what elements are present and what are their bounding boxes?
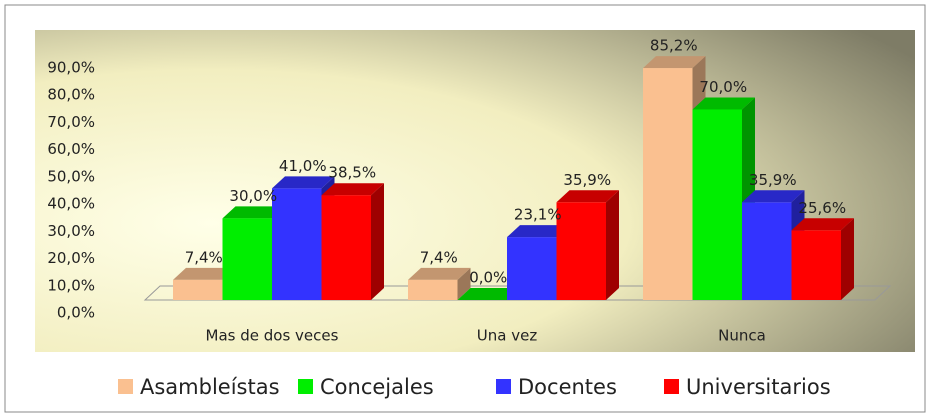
legend-swatch bbox=[496, 379, 511, 394]
bar-top bbox=[692, 97, 755, 110]
legend-swatch bbox=[118, 379, 133, 394]
y-tick-label: 0,0% bbox=[57, 304, 95, 322]
data-label: 35,9% bbox=[749, 171, 797, 189]
bar-top bbox=[791, 218, 854, 231]
y-tick-label: 10,0% bbox=[47, 276, 95, 294]
x-tick-label: Nunca bbox=[718, 327, 766, 345]
bar bbox=[507, 237, 557, 300]
bar bbox=[791, 230, 841, 300]
bar-side bbox=[606, 190, 619, 300]
data-label: 23,1% bbox=[514, 206, 562, 224]
legend-label: Universitarios bbox=[686, 375, 831, 399]
data-label: 35,9% bbox=[563, 171, 611, 189]
bar bbox=[556, 202, 606, 300]
bar-top bbox=[556, 190, 619, 203]
bar bbox=[272, 188, 322, 300]
legend-label: Concejales bbox=[320, 375, 434, 399]
legend-swatch bbox=[298, 379, 313, 394]
x-tick-label: Mas de dos veces bbox=[206, 327, 339, 345]
data-label: 7,4% bbox=[185, 248, 223, 266]
y-tick-label: 80,0% bbox=[47, 86, 95, 104]
data-label: 7,4% bbox=[420, 248, 458, 266]
legend-label: Docentes bbox=[518, 375, 617, 399]
data-label: 30,0% bbox=[229, 187, 277, 205]
data-label: 70,0% bbox=[699, 78, 747, 96]
data-label: 0,0% bbox=[469, 269, 507, 287]
bar-top bbox=[222, 206, 285, 219]
data-label: 85,2% bbox=[650, 37, 698, 55]
bar-side bbox=[371, 183, 384, 300]
bar-side bbox=[457, 267, 471, 300]
bar-top bbox=[408, 267, 471, 280]
x-tick-label: Una vez bbox=[477, 327, 538, 345]
bar-top bbox=[643, 56, 706, 69]
bar bbox=[321, 195, 371, 300]
y-tick-label: 30,0% bbox=[47, 222, 95, 240]
bar bbox=[643, 68, 693, 300]
y-tick-label: 50,0% bbox=[47, 167, 95, 185]
bar bbox=[692, 109, 742, 300]
bar-top bbox=[507, 225, 570, 238]
data-label: 38,5% bbox=[328, 164, 376, 182]
data-label: 25,6% bbox=[798, 199, 846, 217]
y-tick-label: 90,0% bbox=[47, 59, 95, 77]
y-tick-label: 70,0% bbox=[47, 113, 95, 131]
bar-side bbox=[841, 218, 854, 300]
bar-top bbox=[173, 267, 236, 280]
bar-top bbox=[457, 288, 520, 300]
bar bbox=[742, 202, 792, 300]
bar-top bbox=[321, 183, 384, 196]
legend-label: Asambleístas bbox=[140, 375, 280, 399]
bar bbox=[222, 218, 272, 300]
bar bbox=[408, 279, 458, 300]
y-tick-label: 20,0% bbox=[47, 249, 95, 267]
y-tick-label: 60,0% bbox=[47, 140, 95, 158]
y-tick-label: 40,0% bbox=[47, 195, 95, 213]
legend-swatch bbox=[664, 379, 679, 394]
bar-top bbox=[272, 176, 335, 189]
bar bbox=[173, 279, 223, 300]
bar-top bbox=[742, 190, 805, 203]
data-label: 41,0% bbox=[279, 157, 327, 175]
